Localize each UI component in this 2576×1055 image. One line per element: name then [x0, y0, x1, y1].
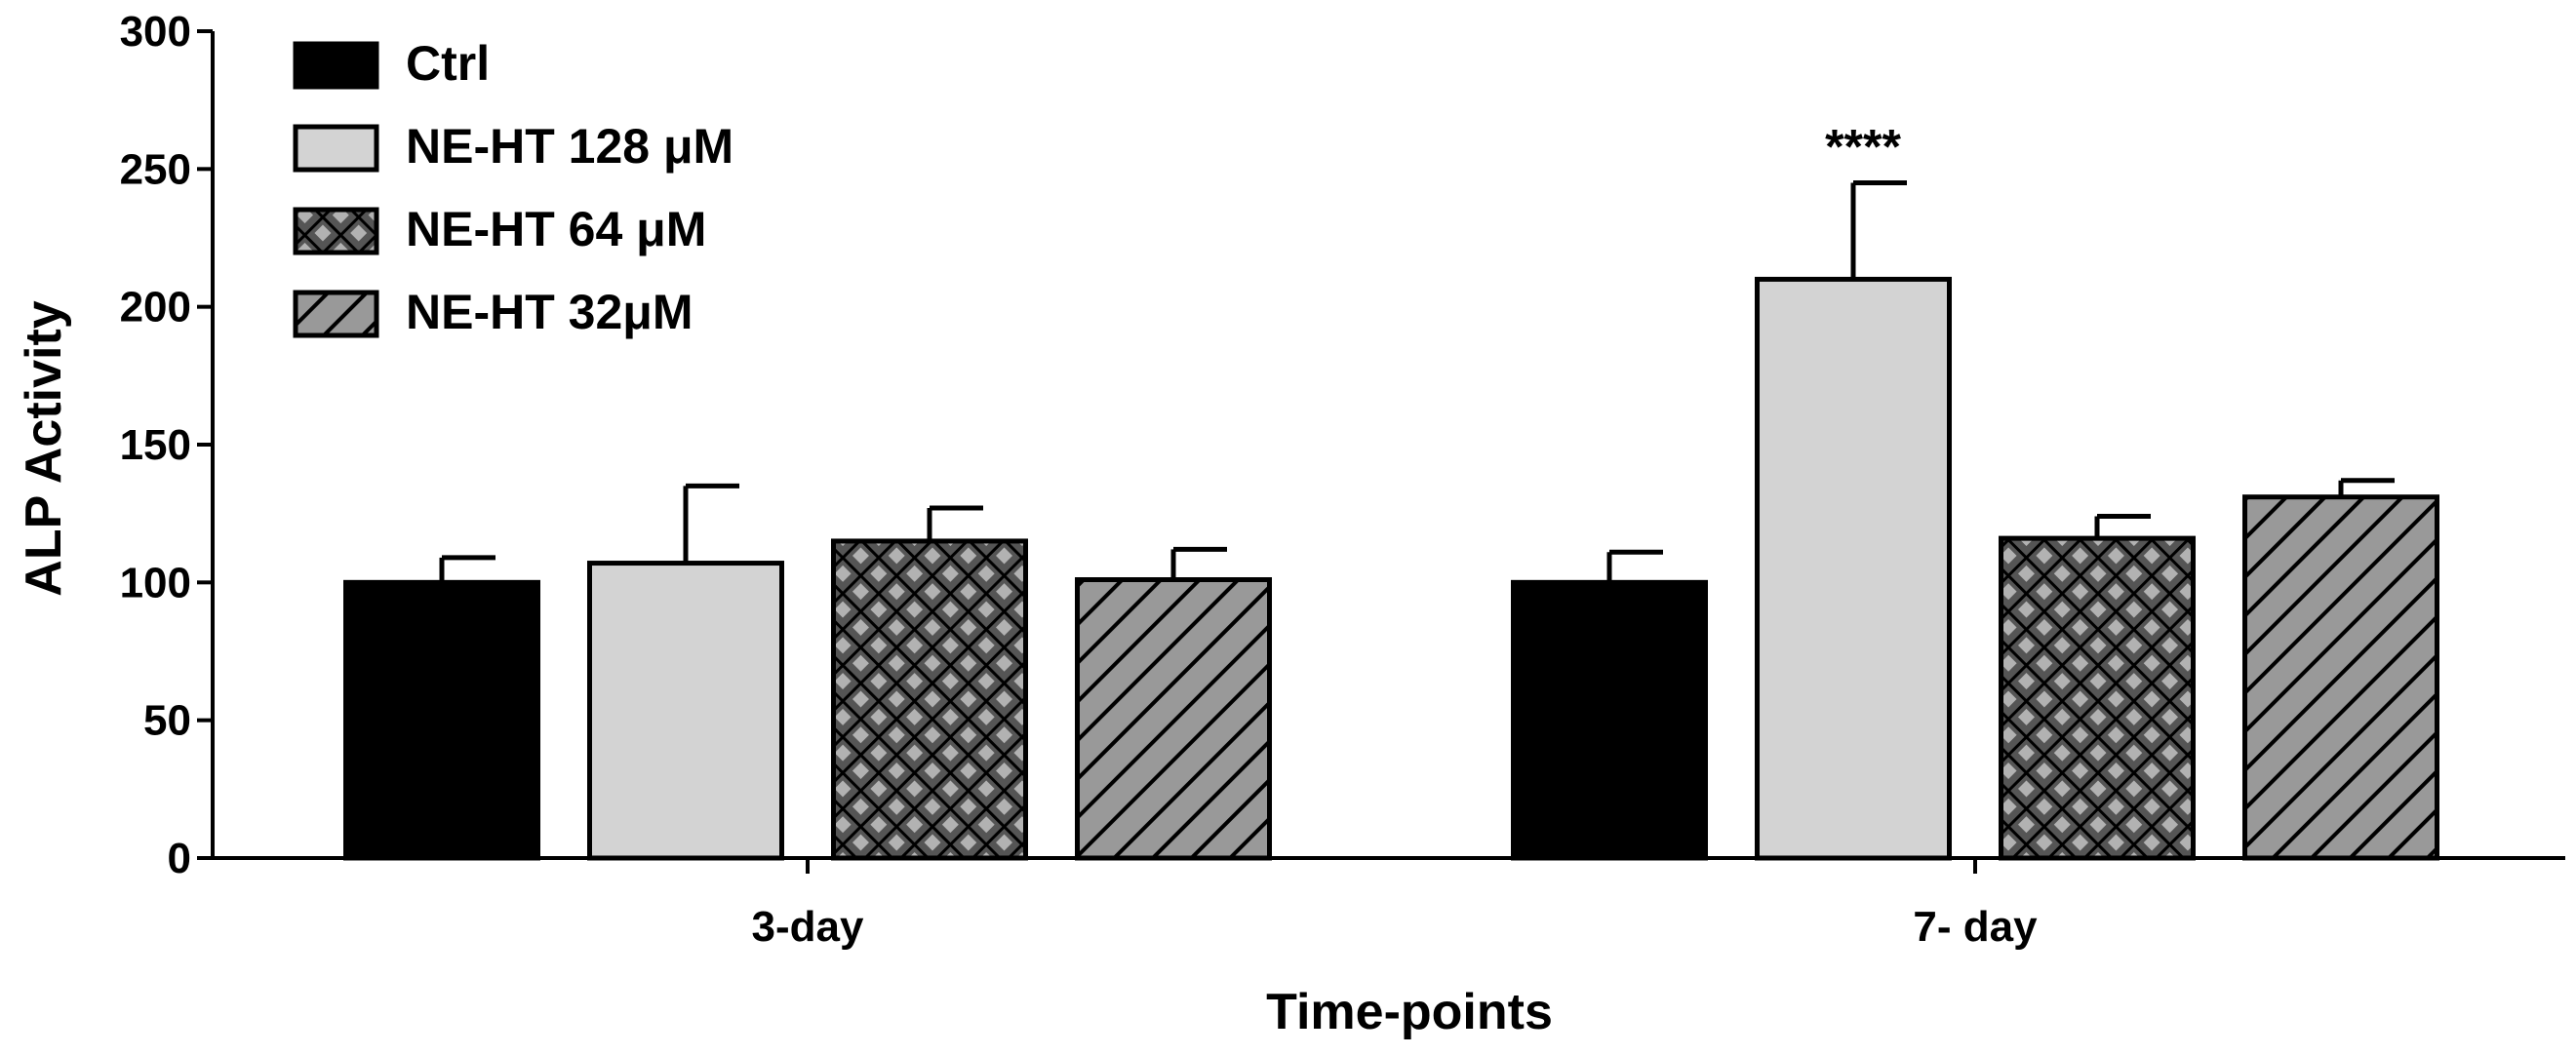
bar — [1075, 577, 1272, 861]
y-tick-label: 250 — [120, 145, 191, 193]
y-tick-label: 150 — [120, 421, 191, 469]
bar — [343, 579, 540, 861]
legend-label: NE-HT 128 μM — [406, 119, 733, 174]
y-tick-label: 0 — [168, 835, 191, 882]
legend-label: NE-HT 32μM — [406, 285, 694, 339]
legend-swatch — [293, 207, 379, 255]
x-tick-label: 3-day — [752, 903, 864, 951]
legend-label: Ctrl — [406, 36, 490, 91]
significance-annotation: **** — [1825, 119, 1901, 174]
y-tick-label: 100 — [120, 559, 191, 606]
legend-label: NE-HT 64 μM — [406, 202, 706, 256]
bar — [587, 561, 784, 861]
legend-swatch — [293, 290, 379, 338]
y-axis-title: ALP Activity — [16, 300, 72, 596]
bar — [2242, 494, 2439, 861]
legend-swatch — [293, 41, 379, 90]
y-tick-label: 300 — [120, 8, 191, 56]
bar — [831, 538, 1028, 861]
bar — [1755, 276, 1952, 861]
x-axis-title: Time-points — [1266, 984, 1553, 1040]
y-tick-label: 50 — [143, 697, 191, 745]
bar — [1999, 535, 2196, 861]
y-tick-label: 200 — [120, 284, 191, 332]
legend-swatch — [293, 124, 379, 173]
x-tick-label: 7- day — [1913, 903, 2038, 951]
bar — [1511, 579, 1708, 861]
